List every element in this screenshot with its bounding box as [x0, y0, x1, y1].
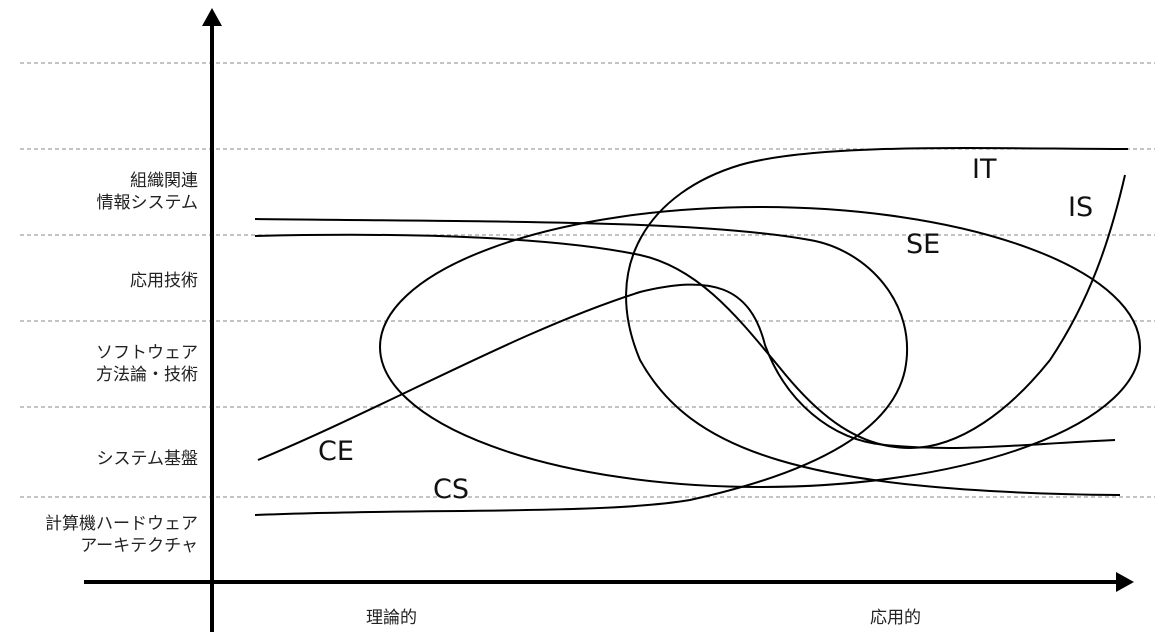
se-ellipse — [379, 206, 1141, 488]
ce-curve — [257, 283, 1116, 461]
y-level-org: 組織関連 情報システム — [97, 170, 199, 214]
y-level-hw: 計算機ハードウェア アーキテクチャ — [45, 513, 198, 557]
y-level-label-line: システム基盤 — [96, 449, 199, 469]
y-level-sw: ソフトウェア 方法論・技術 — [96, 342, 198, 386]
y-axis-arrowhead — [202, 8, 222, 26]
y-level-label-line: 計算機ハードウェア — [45, 514, 198, 534]
label-se: SE — [906, 229, 941, 260]
it-curve — [625, 147, 1129, 496]
y-level-label-line: ソフトウェア — [96, 343, 198, 363]
y-level-label-line: 応用技術 — [130, 271, 198, 291]
y-level-app: 応用技術 — [130, 270, 198, 292]
y-level-label-line: アーキテクチャ — [80, 536, 198, 556]
y-level-label-line: 情報システム — [96, 193, 199, 213]
label-it: IT — [972, 154, 997, 185]
y-level-label-line: 方法論・技術 — [96, 365, 198, 385]
y-level-sys: システム基盤 — [97, 448, 199, 470]
label-is: IS — [1068, 192, 1094, 223]
cs-curve — [254, 218, 908, 516]
label-cs: CS — [433, 474, 469, 505]
x-label-theoretical: 理論的 — [366, 608, 417, 628]
label-ce: CE — [318, 436, 354, 467]
x-label-applied: 応用的 — [870, 608, 921, 628]
y-level-label-line: 組織関連 — [130, 171, 198, 191]
is-curve — [254, 174, 1126, 450]
x-axis-arrowhead — [1116, 572, 1134, 592]
grid-lines — [20, 62, 1155, 498]
